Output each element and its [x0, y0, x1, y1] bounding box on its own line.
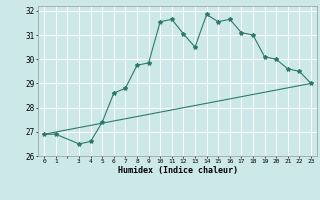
X-axis label: Humidex (Indice chaleur): Humidex (Indice chaleur)	[118, 166, 238, 175]
